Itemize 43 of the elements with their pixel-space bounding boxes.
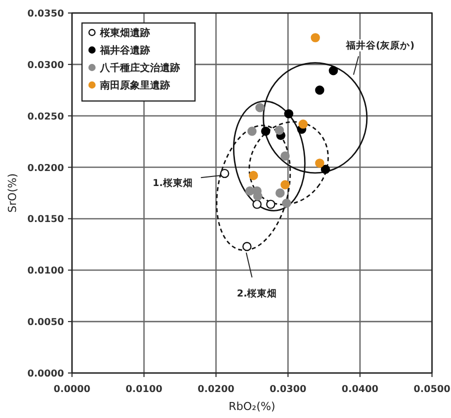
y-tick-label: 0.0050 [27, 317, 64, 328]
x-axis-title: RbO₂(%) [228, 400, 276, 413]
point [320, 164, 330, 174]
point [315, 158, 324, 168]
point [242, 242, 252, 252]
x-tick-label: 0.0200 [198, 384, 235, 395]
y-tick-label: 0.0000 [27, 368, 64, 380]
y-tick-label: 0.0150 [27, 214, 64, 226]
x-tick-label: 0.0000 [54, 384, 91, 395]
y-tick-label: 0.0100 [27, 266, 64, 277]
y-tick-label: 0.0200 [27, 162, 64, 174]
point [248, 170, 258, 180]
point [280, 151, 290, 161]
point [274, 126, 284, 135]
point [261, 126, 270, 136]
point [275, 188, 285, 198]
x-tick-label: 0.0300 [270, 384, 307, 395]
x-tick-label: 0.0100 [126, 384, 163, 395]
point [255, 103, 265, 112]
legend-label: 八千種庄文治遺跡 [99, 62, 180, 74]
point [266, 200, 276, 209]
annotation: 2.桜東畑 [236, 287, 278, 300]
point [252, 200, 262, 209]
point [315, 86, 324, 95]
point [298, 119, 308, 129]
x-tick-label: 0.0400 [342, 384, 379, 395]
legend-label: 福井谷遺跡 [99, 44, 150, 56]
y-axis-title: SrO(%) [6, 173, 19, 213]
annotation: 福井谷(灰原か) [344, 39, 415, 52]
y-tick-label: 0.0250 [27, 111, 64, 122]
y-tick-label: 0.0350 [27, 8, 64, 20]
point [280, 180, 290, 190]
x-tick-label: 0.0500 [414, 384, 451, 395]
point [310, 33, 320, 42]
point [282, 198, 292, 208]
legend-label: 南田原象里遺跡 [99, 80, 170, 92]
point [284, 109, 294, 118]
point [328, 66, 338, 76]
point [220, 168, 230, 178]
annotation: 1.桜東畑 [152, 177, 193, 190]
legend-label: 桜東畑遺跡 [99, 27, 150, 39]
point [247, 126, 257, 136]
y-tick-label: 0.0300 [27, 60, 64, 71]
